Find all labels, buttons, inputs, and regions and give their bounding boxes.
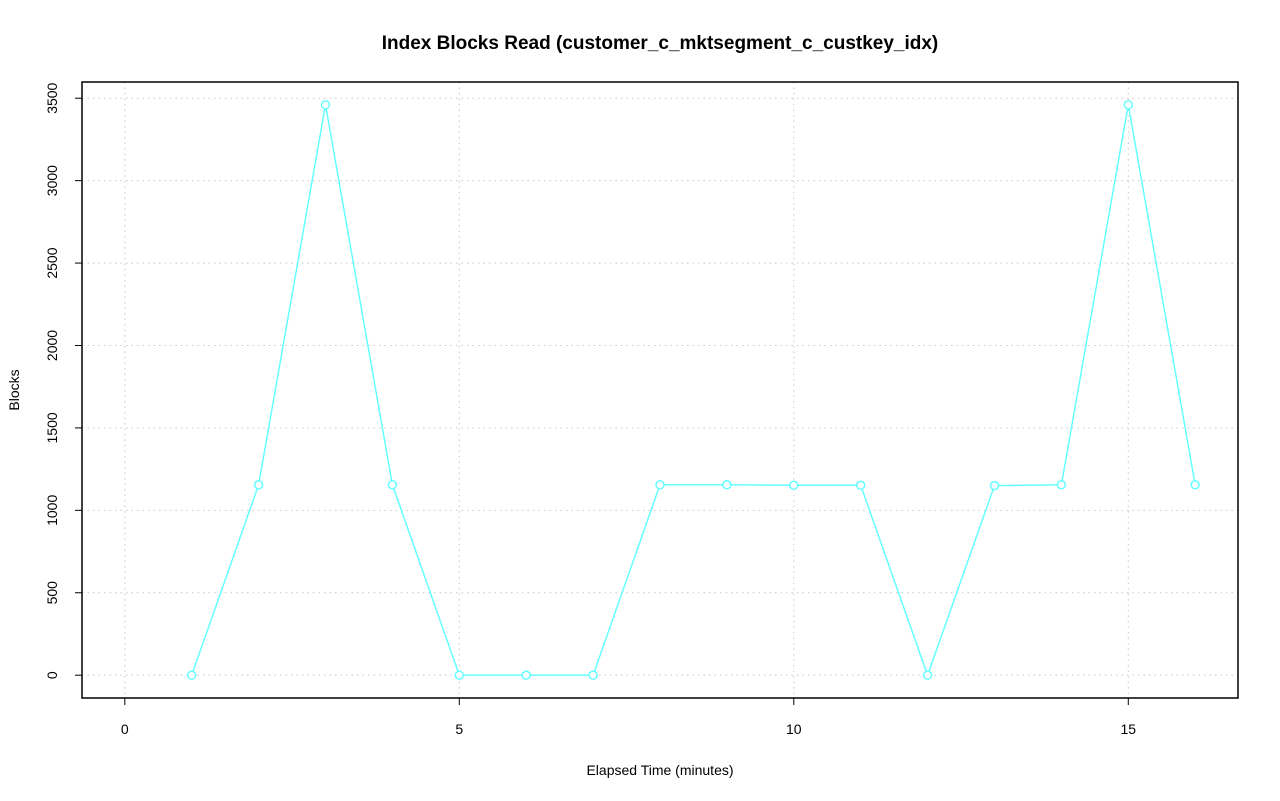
chart-title: Index Blocks Read (customer_c_mktsegment… [382, 33, 939, 54]
x-axis-label: Elapsed Time (minutes) [586, 762, 733, 778]
point [387, 480, 398, 490]
point [1190, 480, 1200, 490]
point [655, 480, 665, 490]
point [186, 670, 197, 680]
y-tick-label: 1500 [44, 412, 60, 443]
point [722, 480, 732, 490]
x-tick-label: 0 [121, 721, 129, 737]
y-tick-label: 2500 [44, 247, 60, 278]
y-tick-label: 3500 [44, 82, 60, 113]
y-tick-label: 2000 [44, 330, 60, 361]
point [922, 670, 933, 680]
y-tick-label: 3000 [44, 165, 60, 196]
x-tick-label: 15 [1120, 721, 1136, 737]
point [989, 480, 1000, 491]
point [588, 670, 598, 680]
point [1056, 480, 1067, 490]
point [1123, 100, 1134, 110]
point [253, 480, 264, 490]
point [320, 100, 331, 110]
y-tick-label: 500 [44, 581, 60, 605]
y-axis-label: Blocks [6, 369, 22, 410]
point [855, 480, 866, 491]
x-tick-label: 10 [786, 721, 802, 737]
point [521, 670, 531, 680]
series-line [191, 104, 1196, 678]
point [454, 670, 465, 680]
x-tick-label: 5 [455, 721, 463, 737]
point [789, 480, 799, 491]
y-tick-label: 1000 [44, 495, 60, 526]
plot-frame [81, 81, 1239, 699]
y-tick-label: 0 [44, 671, 60, 679]
